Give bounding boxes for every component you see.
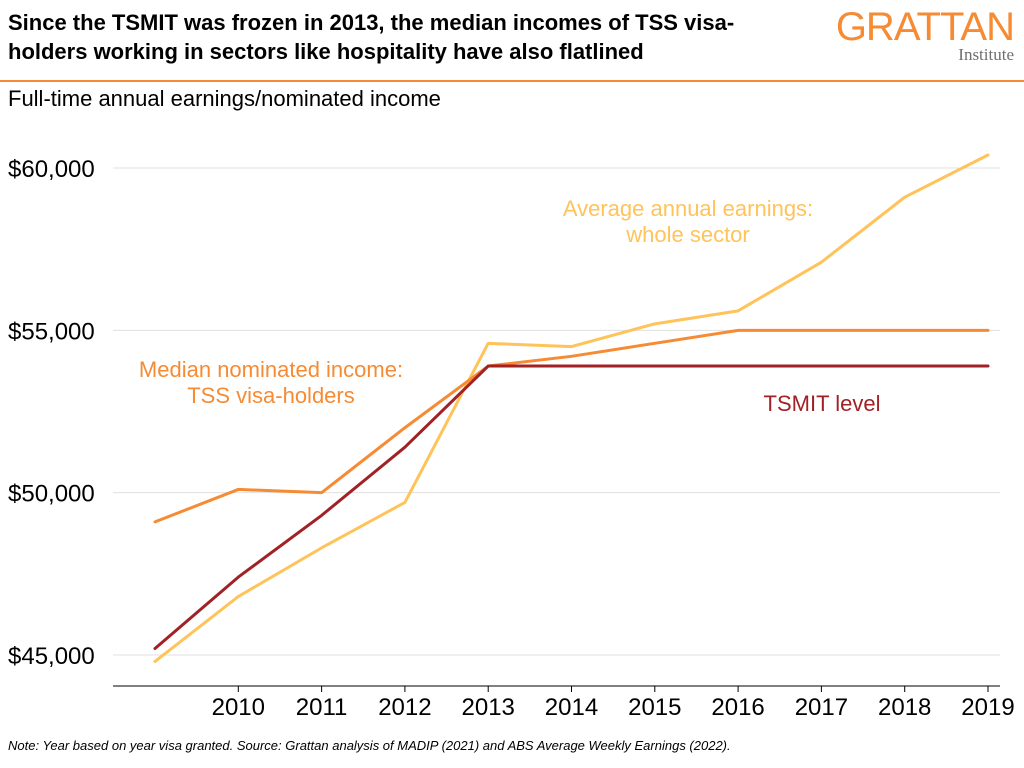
- x-tick-label: 2014: [545, 694, 598, 721]
- y-tick-label: $60,000: [8, 156, 95, 183]
- logo-subtext: Institute: [958, 45, 1014, 64]
- y-tick-label: $45,000: [8, 643, 95, 670]
- x-tick-label: 2011: [296, 694, 348, 721]
- series-line-tsmit: [153, 364, 990, 651]
- series-label-average: whole sector: [625, 222, 750, 247]
- series-label-median: TSS visa-holders: [187, 383, 355, 408]
- source-note: Note: Year based on year visa granted. S…: [8, 738, 731, 753]
- series-line-median: [153, 328, 990, 524]
- y-tick-label: $55,000: [8, 318, 95, 345]
- x-tick-label: 2017: [795, 694, 848, 721]
- header-divider: [0, 80, 1024, 82]
- x-tick-label: 2016: [711, 694, 764, 721]
- x-tick-label: 2012: [378, 694, 431, 721]
- logo-wordmark: GRATTAN: [835, 5, 1015, 49]
- series-label-average: Average annual earnings:: [563, 196, 813, 221]
- series-label-tsmit: TSMIT level: [764, 391, 881, 416]
- series-line-average: [153, 153, 990, 663]
- x-tick-label: 2015: [628, 694, 681, 721]
- x-tick-label: 2019: [961, 694, 1014, 721]
- x-tick-label: 2018: [878, 694, 931, 721]
- chart-title: Since the TSMIT was frozen in 2013, the …: [8, 10, 735, 64]
- x-tick-label: 2013: [462, 694, 515, 721]
- grattan-logo: GRATTAN Institute: [835, 5, 1015, 64]
- series-label-median: Median nominated income:: [139, 357, 403, 382]
- y-tick-label: $50,000: [8, 481, 95, 508]
- chart-subtitle: Full-time annual earnings/nominated inco…: [8, 86, 441, 111]
- x-tick-label: 2010: [212, 694, 265, 721]
